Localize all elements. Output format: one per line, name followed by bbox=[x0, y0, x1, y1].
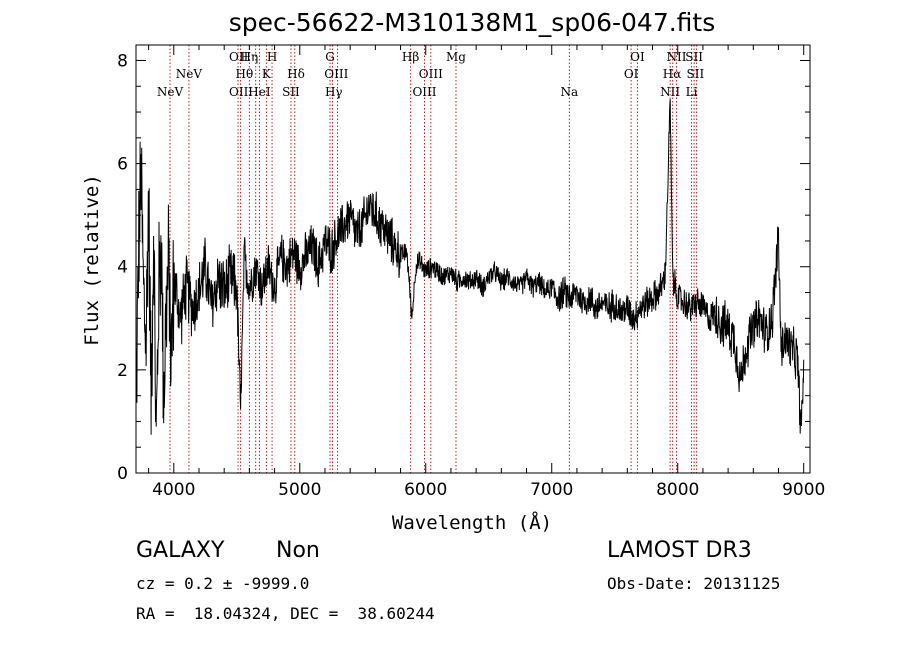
x-tick-label-4: 8000 bbox=[656, 480, 699, 500]
marker-label-17: Mg bbox=[446, 50, 466, 64]
marker-label-16: OIII bbox=[412, 85, 436, 99]
marker-label-19: OI bbox=[630, 50, 645, 64]
object-class: GALAXY bbox=[136, 538, 225, 563]
y-axis-ticks: 0 2 4 6 8 bbox=[117, 51, 810, 484]
spectrum-line bbox=[135, 99, 805, 435]
y-tick-label-2: 4 bbox=[117, 258, 128, 278]
marker-label-1: NeV bbox=[176, 67, 203, 81]
marker-label-0: NeV bbox=[157, 85, 184, 99]
y-tick-label-3: 6 bbox=[117, 155, 128, 175]
x-axis-label: Wavelength (Å) bbox=[392, 511, 552, 534]
coordinates: RA = 18.04324, DEC = 38.60244 bbox=[136, 604, 435, 623]
marker-label-2: OII bbox=[229, 50, 249, 64]
marker-label-14: Hβ bbox=[402, 50, 419, 64]
x-tick-label-1: 5000 bbox=[278, 480, 321, 500]
redshift-cz: cz = 0.2 ± -9999.0 bbox=[136, 574, 310, 593]
x-axis-ticks: 4000 5000 6000 7000 8000 9000 bbox=[148, 45, 825, 500]
marker-label-12: OIII bbox=[324, 67, 348, 81]
marker-label-11: G bbox=[325, 50, 335, 64]
marker-label-3: OII bbox=[229, 85, 249, 99]
marker-label-22: Hα bbox=[663, 67, 682, 81]
y-tick-label-0: 0 bbox=[117, 464, 128, 484]
emission-line-markers bbox=[169, 45, 698, 473]
x-tick-label-0: 4000 bbox=[152, 480, 195, 500]
marker-label-25: SII bbox=[687, 67, 705, 81]
x-tick-label-5: 9000 bbox=[782, 480, 825, 500]
marker-label-7: H bbox=[267, 50, 277, 64]
marker-label-8: K bbox=[262, 67, 272, 81]
survey-name: LAMOST DR3 bbox=[607, 538, 752, 563]
marker-label-24: SII bbox=[685, 50, 703, 64]
y-axis-label: Flux (relative) bbox=[81, 174, 103, 346]
y-tick-label-1: 2 bbox=[117, 361, 128, 381]
marker-label-15: OIII bbox=[419, 67, 443, 81]
marker-label-21: NII bbox=[666, 50, 686, 64]
y-tick-label-4: 8 bbox=[117, 51, 128, 71]
plot-frame bbox=[135, 44, 811, 474]
marker-label-20: OI bbox=[624, 67, 639, 81]
marker-label-23: NII bbox=[660, 85, 680, 99]
marker-label-5: Hθ bbox=[235, 67, 253, 81]
x-tick-label-3: 7000 bbox=[530, 480, 573, 500]
marker-label-13: Hγ bbox=[325, 85, 343, 99]
observation-date: Obs-Date: 20131125 bbox=[607, 574, 781, 593]
emission-line-labels: NeVNeVOIIOIIHηHθHeIHKSIIHδGOIIIHγHβOIIIO… bbox=[157, 50, 705, 99]
marker-label-10: Hδ bbox=[287, 67, 305, 81]
object-subclass: Non bbox=[276, 538, 320, 563]
marker-label-9: SII bbox=[282, 85, 300, 99]
chart-title: spec-56622-M310138M1_sp06-047.fits bbox=[229, 8, 716, 37]
x-tick-label-2: 6000 bbox=[404, 480, 447, 500]
marker-label-4: Hη bbox=[241, 50, 259, 64]
marker-label-26: Li bbox=[686, 85, 698, 99]
marker-label-6: HeI bbox=[248, 85, 271, 99]
marker-label-18: Na bbox=[561, 85, 579, 99]
